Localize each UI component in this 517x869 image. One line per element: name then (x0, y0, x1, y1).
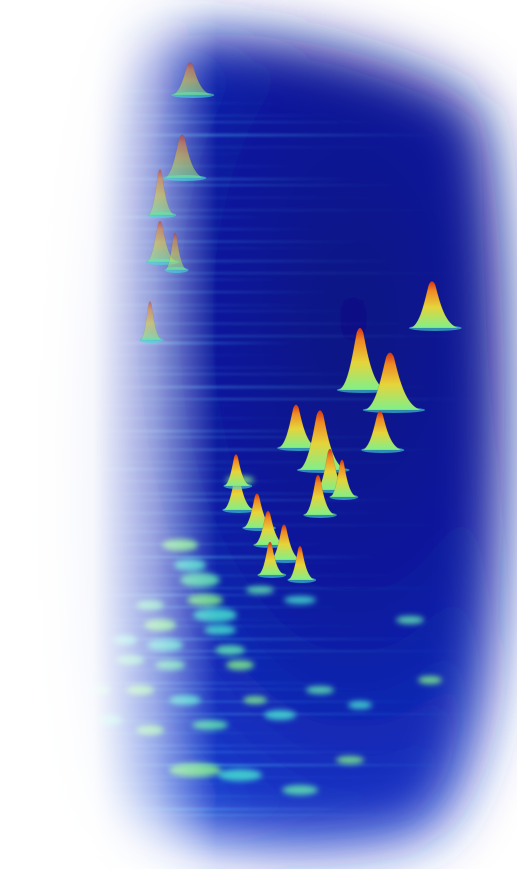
intensity-peak (257, 541, 286, 576)
intensity-peak (223, 454, 252, 487)
intensity-peak (297, 410, 348, 471)
intensity-peak (303, 474, 336, 516)
intensity-peak (409, 281, 460, 329)
intensity-peak (361, 411, 403, 451)
intensity-peak (145, 220, 178, 263)
peaks-layer (139, 62, 462, 583)
intensity-peak (287, 545, 316, 581)
intensity-peak (171, 62, 213, 96)
intensity-peak (253, 510, 286, 546)
intensity-peak (269, 524, 302, 561)
intensity-peak (337, 327, 388, 391)
intensity-peak (147, 169, 176, 216)
intensity-peak (363, 352, 423, 411)
intensity-peak (329, 459, 358, 498)
intensity-peak (163, 134, 205, 179)
intensity-peak (277, 404, 319, 449)
intensity-peak (139, 301, 163, 341)
intensity-peak (164, 232, 188, 271)
